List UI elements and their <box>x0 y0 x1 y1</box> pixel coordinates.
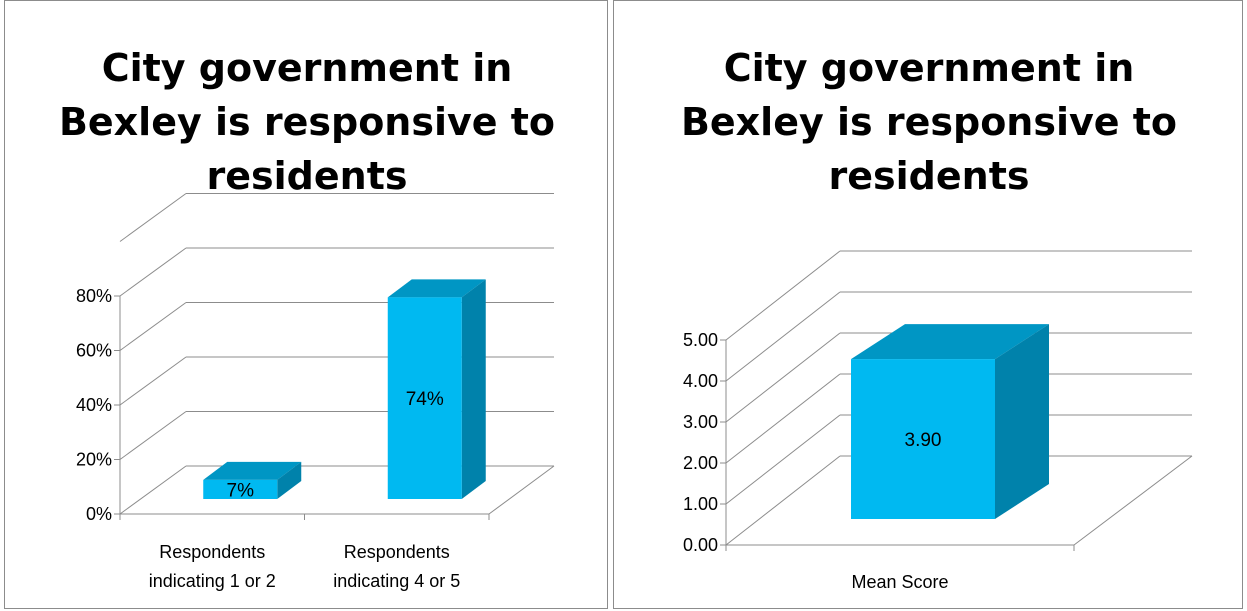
gridline-side <box>725 455 841 546</box>
x-category-label: Mean Score <box>851 572 948 592</box>
bar-side <box>277 461 302 499</box>
bar-chart-right: 0.00 1.00 2.00 3.00 4.00 5.00 3.90 Mean Score <box>683 250 1193 592</box>
gridline-side <box>119 193 187 242</box>
chart-title: City government in Bexley is responsive … <box>58 46 556 198</box>
gridline-side <box>119 411 187 460</box>
x-category-label: Respondents <box>159 542 265 562</box>
gridline-side <box>119 465 187 515</box>
y-tick-label: 0% <box>86 504 112 524</box>
floor-edge <box>488 465 555 515</box>
gridline-side <box>725 414 841 505</box>
gridline-side <box>725 250 841 341</box>
data-label: 3.90 <box>905 430 942 451</box>
bar-top <box>387 279 486 298</box>
y-tick-label: 2.00 <box>683 453 718 473</box>
data-label: 7% <box>227 480 255 501</box>
y-tick-label: 3.00 <box>683 412 718 432</box>
y-tick-label: 80% <box>76 286 112 306</box>
chart-panel-left: City government in Bexley is responsive … <box>4 0 608 609</box>
gridline-side <box>119 356 187 406</box>
bar-chart-left: 0% 20% 40% 60% 80% 7% 74% Respondents indicating… <box>76 193 555 591</box>
floor-edge <box>1073 455 1193 546</box>
y-tick-label: 20% <box>76 450 112 470</box>
bar-side <box>995 324 1049 519</box>
bar <box>851 359 995 519</box>
chart-panel-right: City government in Bexley is responsive … <box>613 0 1243 609</box>
gridline-side <box>119 247 187 297</box>
y-tick-label: 1.00 <box>683 494 718 514</box>
chart-title: City government in Bexley is responsive … <box>680 46 1178 198</box>
gridline-side <box>725 373 841 464</box>
bar <box>387 297 462 499</box>
y-tick-label: 40% <box>76 395 112 415</box>
x-category-label: Respondents <box>344 542 450 562</box>
x-category-label: indicating 4 or 5 <box>333 571 460 591</box>
bar <box>203 479 278 499</box>
gridline-side <box>725 291 841 382</box>
y-tick-label: 0.00 <box>683 535 718 555</box>
y-tick-label: 60% <box>76 341 112 361</box>
data-label: 74% <box>406 389 444 410</box>
x-category-label: indicating 1 or 2 <box>149 571 276 591</box>
bar-top <box>851 324 1049 360</box>
y-tick-label: 5.00 <box>683 330 718 350</box>
y-tick-label: 4.00 <box>683 371 718 391</box>
gridline-side <box>725 332 841 423</box>
gridline-side <box>119 302 187 351</box>
bar-top <box>203 461 302 480</box>
bar-side <box>461 279 486 499</box>
